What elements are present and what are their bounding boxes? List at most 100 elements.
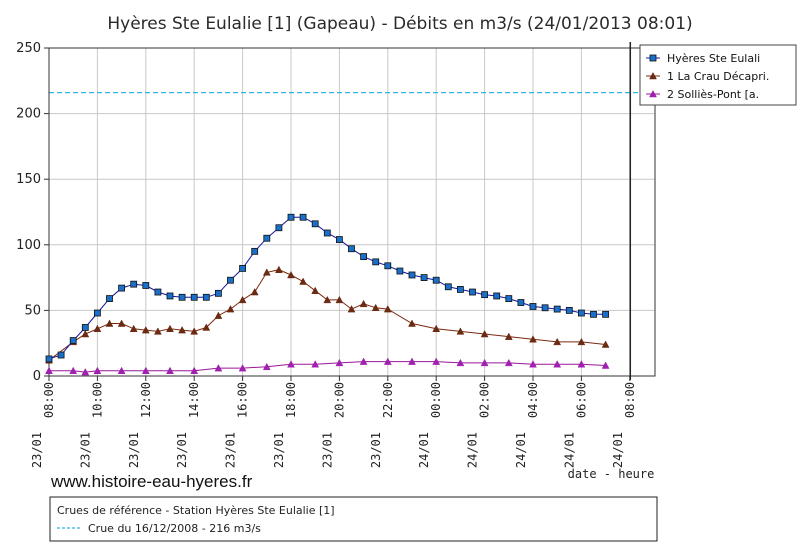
series-2-point	[601, 361, 610, 369]
series-2-point	[117, 366, 126, 375]
series-0-point	[541, 304, 549, 312]
series-1-point	[601, 340, 610, 348]
y-tick-label: 150	[16, 172, 41, 187]
series-0-point	[275, 224, 283, 232]
series-2-point	[262, 362, 271, 371]
series-1-point	[432, 324, 441, 333]
series-1-point	[141, 326, 150, 334]
reference-box-title: Crues de référence - Station Hyères Ste …	[57, 504, 335, 517]
series-0-point	[45, 355, 53, 363]
legend-items: Hyères Ste Eulali 1 La Crau Décapri. 2 Sol…	[646, 52, 769, 101]
series-2-point	[432, 357, 441, 365]
x-tick-time: 20:00	[332, 382, 346, 418]
series-0-point	[456, 286, 464, 293]
series-0-point	[565, 306, 573, 314]
series-1-point	[529, 335, 537, 343]
series-0-point	[372, 258, 380, 266]
y-tick-label: 200	[16, 107, 41, 122]
series-0-point	[493, 292, 501, 300]
x-tick-label: 00:00 24/01	[417, 382, 443, 468]
x-tick-date: 24/01	[514, 432, 528, 468]
x-tick-label: 16:00 23/01	[224, 382, 250, 468]
reference-box: Crues de référence - Station Hyères Ste …	[49, 496, 658, 542]
series-2-point	[45, 366, 53, 375]
x-tick-label: 14:00 23/01	[175, 382, 201, 468]
x-tick-time: 12:00	[139, 382, 153, 418]
series-1-point	[347, 305, 356, 313]
series-2-point	[408, 357, 416, 365]
series-0-point	[420, 274, 428, 282]
x-tick-label: 08:00 23/01	[30, 382, 56, 468]
series-0	[45, 213, 609, 363]
site-url: www.histoire-eau-hyeres.fr	[50, 472, 253, 491]
series-0-point	[408, 271, 416, 279]
series-2-point	[359, 357, 368, 365]
series-1-point	[274, 265, 283, 273]
reference-box-frame	[49, 496, 658, 542]
series-1-point	[214, 311, 223, 319]
series-1-point	[93, 324, 102, 333]
series-2-point	[553, 360, 562, 368]
x-tick-label: 22:00 23/01	[369, 382, 395, 468]
x-tick-date: 23/01	[320, 432, 334, 468]
x-tick-label: 18:00 23/01	[272, 382, 298, 468]
series-1-point	[178, 326, 187, 334]
x-tick-date: 24/01	[466, 432, 480, 468]
legend-box	[639, 44, 797, 106]
series-1-point	[311, 286, 320, 294]
series-0-point	[202, 293, 210, 301]
y-tick-label: 0	[33, 369, 41, 384]
series-0-point	[444, 283, 452, 291]
series-0-point	[142, 282, 150, 289]
series-1-point	[226, 305, 235, 313]
series-1-point	[299, 277, 308, 285]
series-0-point	[166, 292, 174, 300]
series-0-point	[590, 310, 597, 318]
x-tick-time: 18:00	[284, 382, 298, 418]
series-2-point	[81, 368, 90, 376]
x-tick-date: 24/01	[562, 432, 576, 468]
series-2-point	[93, 366, 102, 375]
series-0-point	[299, 213, 307, 221]
x-tick-time: 06:00	[574, 382, 588, 418]
x-tick-label: 10:00 23/01	[78, 382, 104, 468]
axes	[44, 42, 656, 381]
series-2-point	[69, 366, 78, 375]
series-0-point	[602, 310, 609, 318]
series-0-point	[81, 324, 89, 331]
x-tick-time: 10:00	[90, 382, 104, 418]
series-2-point	[504, 358, 513, 367]
series-2-point	[238, 364, 247, 372]
series-0-point	[130, 280, 138, 288]
series-1-point	[190, 327, 199, 335]
series-1-point	[287, 270, 295, 279]
series-1-point	[480, 329, 489, 338]
x-tick-time: 02:00	[478, 382, 492, 418]
series-1-point	[202, 323, 211, 331]
series-1-point	[129, 324, 138, 333]
x-tick-label: 06:00 24/01	[562, 382, 588, 468]
series-1-point	[153, 327, 162, 335]
y-axis-ticks: 0 50 100 150 200 250	[16, 41, 41, 384]
series-0-point	[251, 247, 259, 255]
series-2	[45, 357, 610, 376]
series-0-point	[517, 299, 525, 306]
series-1-point	[335, 295, 344, 304]
legend-label: Hyères Ste Eulali	[667, 52, 760, 65]
series-1-point	[262, 268, 271, 276]
series-0-point	[553, 305, 561, 313]
y-tick-label: 50	[24, 303, 41, 318]
series-0-point	[190, 293, 198, 301]
series-1-point	[81, 329, 90, 338]
series-1-point	[117, 319, 126, 327]
series-0-point	[384, 262, 392, 270]
series-2-point	[529, 360, 537, 368]
series-1-point	[105, 319, 114, 327]
series-2-point	[311, 360, 320, 368]
x-tick-date: 23/01	[78, 432, 92, 468]
series-1-point	[577, 337, 586, 346]
series-0-point	[227, 276, 234, 284]
x-tick-date: 23/01	[127, 432, 141, 468]
series-1-point	[456, 327, 465, 335]
series-0-point	[311, 220, 319, 228]
